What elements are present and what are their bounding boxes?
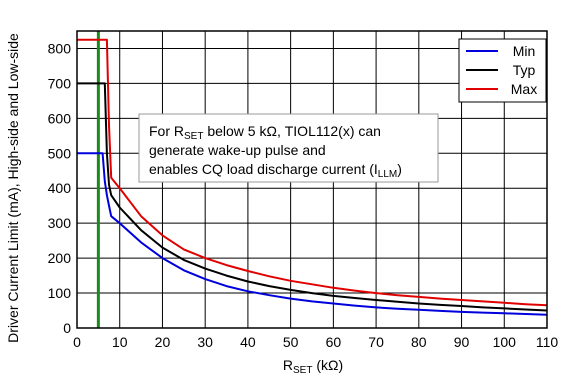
x-axis-title-sub: SET: [293, 365, 312, 376]
series-line-min: [77, 152, 548, 316]
x-tick-label: 80: [411, 334, 427, 350]
y-tick-label: 100: [48, 285, 72, 301]
x-axis-title-main: R: [283, 357, 293, 373]
y-tick-label: 0: [63, 320, 71, 336]
legend: Min Typ Max: [458, 38, 547, 103]
y-tick-label: 600: [48, 110, 72, 126]
series-line-max: [77, 38, 548, 307]
x-tick-label: 20: [155, 334, 171, 350]
legend-label-min: Min: [513, 43, 536, 59]
x-tick-label: 30: [197, 334, 213, 350]
legend-label-typ: Typ: [513, 62, 536, 78]
annotation-line-3: enables CQ load discharge current (ILLM): [149, 161, 402, 180]
x-tick-label: 40: [240, 334, 256, 350]
annotation-line-1: For RSET below 5 kΩ, TIOL112(x) can: [149, 123, 381, 142]
x-tick-label: 50: [283, 334, 299, 350]
y-tick-label: 300: [48, 215, 72, 231]
x-tick-label: 0: [73, 334, 81, 350]
y-tick-label: 800: [48, 40, 72, 56]
x-tick-label: 90: [454, 334, 470, 350]
x-axis-title-unit: (kΩ): [312, 357, 343, 373]
series-layer: [77, 38, 548, 316]
x-axis-title: RSET (kΩ): [283, 357, 343, 376]
annotation-box: For RSET below 5 kΩ, TIOL112(x) can gene…: [138, 113, 439, 183]
x-tick-label: 110: [536, 334, 559, 350]
y-axis-title: Driver Current Limit (mA), High-side and…: [5, 33, 21, 343]
x-tick-label: 60: [326, 334, 342, 350]
annotation-line-2: generate wake-up pulse and: [149, 142, 326, 158]
y-tick-label: 700: [48, 75, 72, 91]
y-tick-label: 200: [48, 250, 72, 266]
legend-label-max: Max: [511, 81, 537, 97]
x-tick-label: 100: [493, 334, 517, 350]
tick-labels: 0 10 20 30 40 50 60 70 80 90 100 110 0 100 200 300 400 50…: [48, 40, 559, 350]
y-tick-label: 500: [48, 145, 72, 161]
series-line-typ: [77, 82, 548, 312]
y-tick-label: 400: [48, 180, 72, 196]
x-tick-label: 70: [368, 334, 384, 350]
plot-frame: [76, 30, 548, 329]
x-tick-label: 10: [112, 334, 128, 350]
